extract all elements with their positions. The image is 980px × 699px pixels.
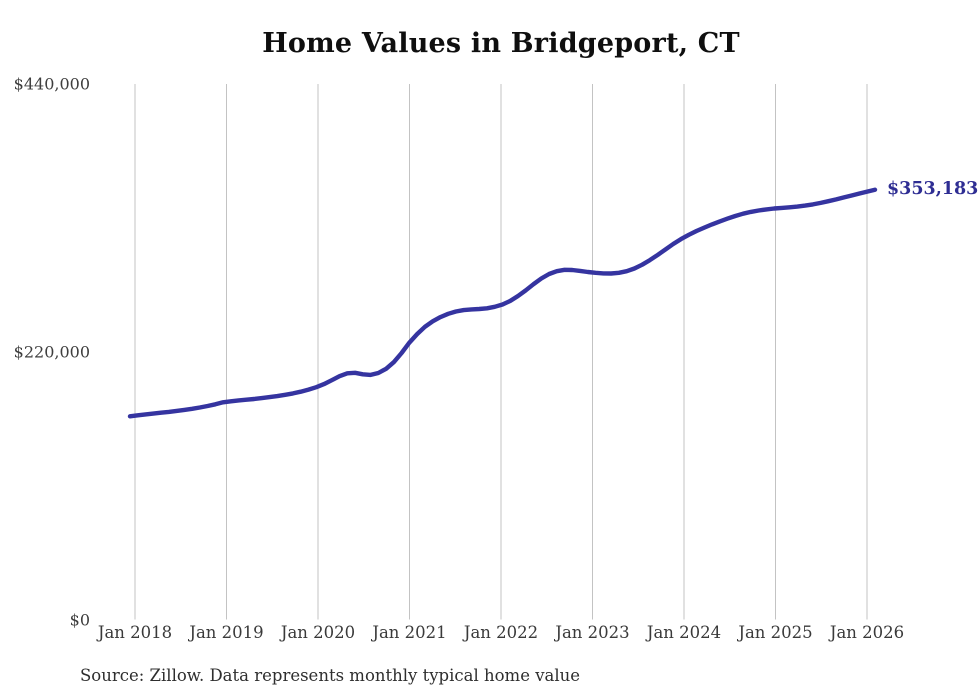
x-tick-label: Jan 2025 (738, 623, 813, 642)
x-tick-label: Jan 2018 (97, 623, 173, 642)
source-note: Source: Zillow. Data represents monthly … (80, 666, 581, 685)
y-tick-label: $220,000 (13, 342, 90, 362)
current-value-label: $353,183 (887, 178, 979, 199)
y-tick-label: $0 (69, 610, 90, 629)
x-tick-label: Jan 2021 (372, 623, 447, 642)
x-tick-label: Jan 2019 (189, 623, 264, 642)
x-tick-label: Jan 2020 (280, 623, 356, 642)
x-tick-label: Jan 2024 (646, 623, 722, 642)
chart-title: Home Values in Bridgeport, CT (262, 28, 740, 59)
vertical-gridlines (134, 84, 868, 620)
home-value-line (127, 187, 878, 419)
x-tick-label: Jan 2022 (463, 623, 539, 642)
x-tick-label: Jan 2023 (555, 623, 630, 642)
y-tick-label: $440,000 (13, 74, 90, 94)
x-tick-label: Jan 2026 (829, 623, 905, 642)
